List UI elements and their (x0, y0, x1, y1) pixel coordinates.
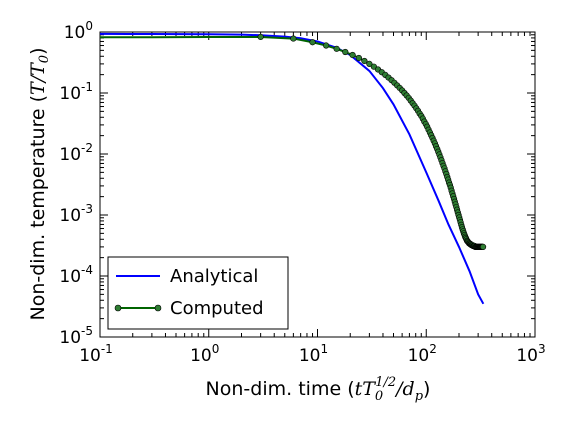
data-point-computed (342, 48, 349, 56)
x-tick-label-exp: 1 (321, 342, 329, 356)
data-point-computed (257, 33, 264, 41)
y-tick-label: 100 (64, 19, 93, 43)
x-tick-label-base: 10 (190, 346, 212, 366)
svg-text:Non-dim. time (tT01/2/dp): Non-dim. time (tT01/2/dp) (206, 375, 431, 404)
y-axis-label-close-paren: ) (27, 47, 49, 54)
data-point-computed (366, 60, 373, 67)
y-tick-label-exp: -1 (81, 80, 93, 94)
data-point-computed (333, 45, 340, 52)
y-tick-label-exp: -2 (81, 141, 93, 155)
y-axis-label-sub: 0 (37, 55, 52, 63)
y-tick-label-base: 10 (59, 206, 81, 226)
y-tick-label-exp: -3 (81, 202, 93, 216)
y-axis-label-prefix: Non-dim. temperature (27, 102, 49, 320)
data-point-computed (355, 54, 362, 62)
legend-marker-computed-1 (114, 304, 122, 312)
y-tick-label-exp: -5 (81, 324, 93, 338)
y-axis-label-open-paren: ( (27, 95, 49, 102)
x-tick-label-base: 10 (408, 346, 430, 366)
legend-marker-computed-2 (154, 304, 162, 312)
x-axis-label-sub2: p (415, 389, 424, 404)
x-tick-label: 103 (516, 342, 545, 366)
x-tick-label-exp: 2 (429, 342, 437, 356)
x-axis-label-sub: 0 (375, 389, 383, 404)
y-tick-label: 10-2 (59, 141, 93, 165)
y-tick-label-base: 10 (59, 84, 81, 104)
x-tick-label-base: 10 (299, 346, 321, 366)
y-tick-label: 10-4 (59, 263, 93, 287)
data-point-computed (479, 243, 487, 250)
y-tick-label: 10-5 (59, 324, 93, 348)
y-tick-label: 10-3 (59, 202, 93, 226)
x-tick-label-exp: 3 (538, 342, 546, 356)
legend-label-analytical: Analytical (170, 266, 258, 287)
x-tick-label-base: 10 (79, 346, 101, 366)
x-axis-label-prefix: Non-dim. time (206, 378, 348, 400)
y-tick-label-base: 10 (64, 23, 86, 43)
x-tick-label: 100 (190, 342, 219, 366)
x-axis-label-open-paren: ( (347, 378, 354, 400)
x-tick-label: 10-1 (79, 342, 113, 366)
y-axis-label: Non-dim. temperature (T/T0) (27, 47, 52, 320)
x-tick-label-base: 10 (516, 346, 538, 366)
x-axis-label: Non-dim. time (tT01/2/dp) (206, 375, 431, 404)
legend-label-computed: Computed (170, 298, 264, 319)
y-tick-label-base: 10 (59, 328, 81, 348)
data-point-computed (349, 51, 356, 59)
x-axis-label-math: tT (355, 378, 377, 400)
x-tick-label-exp: -1 (101, 342, 113, 356)
data-point-computed (323, 42, 330, 49)
y-tick-label: 10-1 (59, 80, 93, 104)
x-tick-label: 102 (408, 342, 437, 366)
x-tick-label: 101 (299, 342, 328, 366)
plot-area (99, 32, 487, 305)
x-tick-label-exp: 0 (212, 342, 220, 356)
series-line-computed (100, 35, 484, 248)
legend-box (107, 256, 289, 330)
data-point-computed (309, 39, 316, 46)
series-line-analytical (99, 32, 485, 305)
x-axis-label-close-paren: ) (423, 378, 430, 400)
x-axis-label-slash: /d (394, 378, 415, 400)
x-axis-label-sup: 1/2 (375, 375, 396, 390)
y-tick-label-exp: -4 (81, 263, 93, 277)
data-point-computed (361, 57, 368, 65)
y-tick-label-exp: 0 (85, 19, 93, 33)
svg-text:Non-dim. temperature (T/T0): Non-dim. temperature (T/T0) (27, 47, 52, 320)
y-axis-label-math: T/T (27, 62, 49, 95)
legend: Analytical Computed (107, 256, 289, 330)
y-tick-label-base: 10 (59, 145, 81, 165)
data-point-computed (290, 35, 297, 42)
y-tick-label-base: 10 (59, 267, 81, 287)
